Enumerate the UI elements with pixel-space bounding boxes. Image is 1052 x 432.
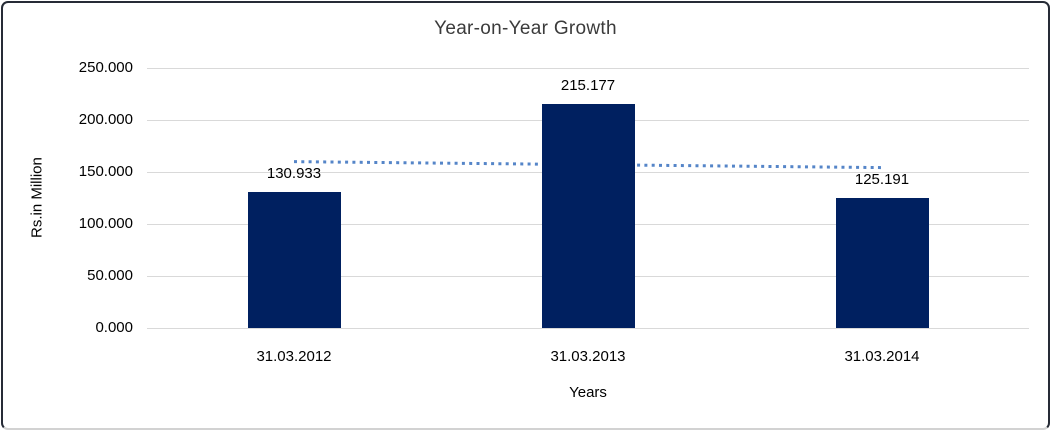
plot-area: 130.933 215.177 125.191 [147,68,1029,329]
bar-data-label: 215.177 [560,77,616,95]
bar [247,191,341,328]
y-tick-label: 50.000 [87,267,133,284]
y-axis-tick-labels: 0.000 50.000 100.000 150.000 200.000 250.000 [3,59,133,336]
y-tick-label: 150.000 [78,163,133,180]
bar-data-label: 130.933 [266,164,322,182]
bar [835,197,929,328]
y-tick-label: 200.000 [78,111,133,128]
x-tick-label: 31.03.2014 [844,348,920,365]
bar [541,104,635,328]
x-axis-title: Years [569,384,607,401]
x-tick-label: 31.03.2012 [256,348,332,365]
gridline [147,328,1029,329]
x-axis-tick-labels: 31.03.2012 31.03.2013 31.03.2014 [147,348,1029,368]
y-tick-label: 0.000 [95,319,133,336]
chart-title: Year-on-Year Growth [434,18,617,39]
bar-data-label: 125.191 [854,170,910,188]
x-tick-label: 31.03.2013 [550,348,626,365]
gridline [147,68,1029,69]
y-tick-label: 100.000 [78,215,133,232]
y-tick-label: 250.000 [78,59,133,76]
